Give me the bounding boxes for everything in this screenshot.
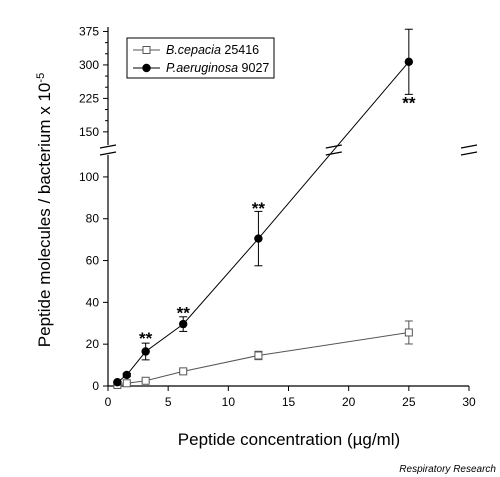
x-ticks: 0 5 10 15 20 25 30 [105, 386, 476, 409]
legend-label-strain: 9027 [238, 61, 269, 75]
series-break-mark [325, 144, 342, 149]
data-point-circle [113, 378, 122, 387]
x-tick-label: 15 [282, 395, 296, 409]
source-credit: Respiratory Research [399, 464, 496, 475]
right-break-mark [460, 151, 478, 156]
x-tick-label: 20 [342, 395, 356, 409]
data-point-square [179, 367, 188, 376]
x-tick-label: 5 [165, 395, 172, 409]
markers [113, 57, 414, 389]
axes [107, 27, 469, 387]
legend-swatch-circle [142, 63, 151, 73]
data-point-square [404, 328, 413, 337]
data-point-circle [404, 57, 414, 66]
series-line [117, 61, 410, 383]
data-point-circle [254, 234, 263, 243]
y-axis-label-text: Peptide molecules / bacterium x 10 [35, 83, 54, 348]
y-tick-label: 225 [79, 91, 99, 105]
y-axis-break-gap [101, 145, 115, 155]
x-axis-label: Peptide concentration (µg/ml) [178, 430, 400, 449]
y-tick-label: 40 [86, 295, 100, 309]
data-point-circle [122, 370, 131, 380]
axis-breaks [99, 144, 478, 156]
y-tick-label: 60 [86, 254, 100, 268]
data-point-square [254, 351, 263, 360]
y-axis-break-mark [99, 144, 117, 149]
y-tick-label: 80 [86, 212, 100, 226]
significance-marker: ** [402, 94, 416, 113]
series-lines [117, 61, 410, 386]
y-tick-label: 300 [79, 58, 99, 72]
y-axis-break-mark [99, 151, 117, 156]
y-tick-label: 150 [79, 125, 99, 139]
y-axis-label: Peptide molecules / bacterium x 10-5 [35, 73, 54, 347]
legend-label: B.cepacia 25416 [166, 43, 259, 57]
significance-annotations: ** ** ** ** [139, 94, 416, 348]
legend-label-strain: 25416 [221, 43, 259, 57]
x-tick-label: 30 [462, 395, 476, 409]
y-ticks: 0 20 40 60 80 100 150 225 300 375 [79, 24, 108, 393]
x-tick-label: 10 [222, 395, 236, 409]
legend-label: P.aeruginosa 9027 [166, 61, 269, 75]
series-break-mark [325, 151, 342, 156]
legend-label-species: P.aeruginosa [166, 61, 238, 75]
data-point-square [122, 379, 131, 388]
significance-marker: ** [139, 329, 153, 348]
data-point-square [141, 376, 150, 385]
data-point-circle [141, 347, 150, 356]
x-tick-label: 0 [105, 395, 112, 409]
data-point-circle [179, 319, 188, 329]
y-tick-label: 100 [79, 170, 99, 184]
legend-swatch-square [142, 46, 151, 54]
y-tick-label: 0 [92, 379, 99, 393]
right-break-gap [462, 145, 476, 155]
legend: B.cepacia 25416 P.aeruginosa 9027 [126, 37, 275, 79]
legend-box [126, 37, 275, 79]
y-axis-label-exponent: -5 [35, 73, 47, 83]
y-tick-label: 375 [79, 24, 99, 38]
x-tick-label: 25 [402, 395, 416, 409]
legend-label-species: B.cepacia [166, 43, 221, 57]
significance-marker: ** [252, 199, 266, 218]
y-tick-label: 20 [86, 337, 100, 351]
right-break-mark [460, 144, 478, 149]
significance-marker: ** [177, 304, 191, 323]
